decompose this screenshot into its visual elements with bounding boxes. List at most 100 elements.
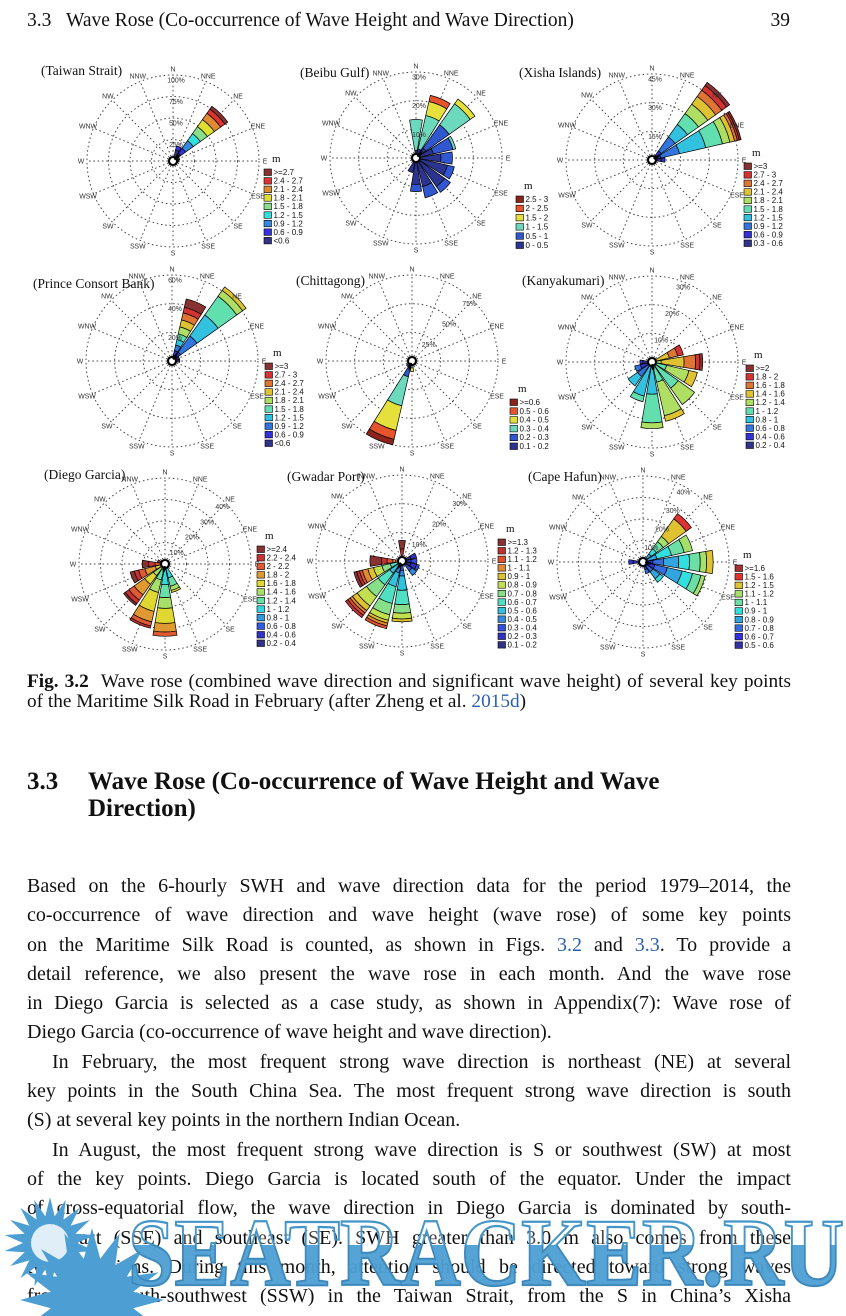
svg-text:SEATRACKER.RU: SEATRACKER.RU	[128, 1199, 844, 1306]
svg-text:<0.6: <0.6	[275, 439, 291, 448]
svg-text:>=2: >=2	[756, 364, 770, 373]
svg-text:0.3 - 0.4: 0.3 - 0.4	[520, 424, 550, 433]
svg-text:NE: NE	[472, 293, 482, 300]
svg-text:1.1 - 1.2: 1.1 - 1.2	[745, 590, 775, 599]
svg-text:1.2 - 1.4: 1.2 - 1.4	[267, 596, 297, 605]
svg-text:2.2 - 2.4: 2.2 - 2.4	[267, 554, 297, 563]
svg-text:10%: 10%	[170, 550, 184, 557]
svg-text:W: W	[548, 560, 555, 567]
svg-text:E: E	[262, 359, 267, 366]
svg-text:0.6 - 0.7: 0.6 - 0.7	[745, 632, 775, 641]
svg-text:WNW: WNW	[558, 324, 576, 331]
svg-text:NW: NW	[102, 93, 114, 100]
svg-text:2.1 - 2.4: 2.1 - 2.4	[274, 185, 304, 194]
svg-text:NW: NW	[331, 493, 343, 500]
svg-text:SEATRACKER.RU: SEATRACKER.RU	[128, 1199, 844, 1306]
svg-text:SSE: SSE	[201, 244, 215, 251]
svg-text:SE: SE	[712, 223, 722, 230]
svg-text:S: S	[400, 651, 405, 658]
svg-text:ENE: ENE	[494, 120, 509, 127]
svg-text:0 - 0.5: 0 - 0.5	[526, 241, 549, 250]
svg-text:m: m	[743, 549, 752, 561]
svg-text:SSW: SSW	[129, 444, 145, 451]
svg-text:S: S	[414, 248, 419, 255]
svg-text:0.2 - 0.4: 0.2 - 0.4	[267, 639, 297, 648]
svg-text:40%: 40%	[168, 306, 182, 313]
svg-text:NE: NE	[232, 293, 242, 300]
svg-text:SW: SW	[345, 221, 357, 228]
svg-text:WSW: WSW	[558, 395, 576, 402]
svg-text:W: W	[557, 360, 564, 367]
svg-text:0.3 - 0.6: 0.3 - 0.6	[754, 239, 784, 248]
svg-text:WSW: WSW	[308, 594, 326, 601]
svg-text:1.2 - 1.5: 1.2 - 1.5	[275, 413, 305, 422]
svg-text:W: W	[307, 559, 314, 566]
svg-text:10%: 10%	[412, 132, 426, 139]
svg-text:NW: NW	[572, 494, 584, 501]
svg-text:WSW: WSW	[79, 194, 97, 201]
svg-text:20%: 20%	[432, 522, 446, 529]
svg-text:25%: 25%	[422, 342, 436, 349]
svg-text:SSW: SSW	[609, 243, 625, 250]
svg-text:1.2 - 1.5: 1.2 - 1.5	[745, 581, 775, 590]
svg-text:0.9 - 1: 0.9 - 1	[745, 607, 768, 616]
svg-text:WSW: WSW	[322, 191, 340, 198]
svg-text:30%: 30%	[200, 519, 214, 526]
svg-text:0.5 - 0.6: 0.5 - 0.6	[508, 606, 538, 615]
svg-text:ENE: ENE	[730, 122, 745, 129]
svg-text:SSE: SSE	[680, 243, 694, 250]
svg-text:SSE: SSE	[680, 445, 694, 452]
svg-text:SE: SE	[472, 424, 482, 431]
svg-text:NNE: NNE	[200, 274, 215, 281]
svg-text:W: W	[78, 159, 85, 166]
svg-text:1.8 - 2.1: 1.8 - 2.1	[274, 194, 304, 203]
svg-text:(Taiwan Strait): (Taiwan Strait)	[41, 63, 122, 78]
svg-text:45%: 45%	[648, 77, 662, 84]
svg-text:WSW: WSW	[318, 394, 336, 401]
svg-text:SSW: SSW	[359, 644, 375, 651]
svg-text:>=1.3: >=1.3	[508, 538, 529, 547]
svg-text:20%: 20%	[185, 535, 199, 542]
svg-text:WSW: WSW	[78, 394, 96, 401]
svg-text:WSW: WSW	[549, 595, 567, 602]
svg-text:2.1 - 2.4: 2.1 - 2.4	[275, 388, 305, 397]
svg-text:1.8 - 2.1: 1.8 - 2.1	[275, 396, 305, 405]
svg-text:1.5 - 1.8: 1.5 - 1.8	[275, 405, 305, 414]
svg-text:W: W	[77, 359, 84, 366]
svg-text:SSW: SSW	[130, 244, 146, 251]
svg-text:S: S	[650, 452, 655, 459]
svg-text:(Kanyakumari): (Kanyakumari)	[522, 273, 604, 288]
svg-text:0.1 - 0.2: 0.1 - 0.2	[520, 442, 550, 451]
svg-text:0.7 - 0.8: 0.7 - 0.8	[745, 624, 775, 633]
svg-text:NNE: NNE	[430, 474, 445, 481]
svg-text:0.4 - 0.6: 0.4 - 0.6	[267, 631, 297, 640]
svg-text:SSW: SSW	[609, 445, 625, 452]
svg-text:1.5 - 2: 1.5 - 2	[526, 213, 549, 222]
svg-text:1.1 - 1.2: 1.1 - 1.2	[508, 555, 538, 564]
svg-text:ENE: ENE	[480, 523, 495, 530]
svg-text:SE: SE	[233, 224, 243, 231]
svg-text:NE: NE	[476, 90, 486, 97]
svg-text:W: W	[317, 359, 324, 366]
svg-text:<0.6: <0.6	[274, 236, 290, 245]
svg-text:1.5 - 1.8: 1.5 - 1.8	[274, 202, 304, 211]
svg-text:WNW: WNW	[558, 122, 576, 129]
svg-text:ESE: ESE	[490, 394, 504, 401]
svg-text:SW: SW	[102, 224, 114, 231]
svg-text:m: m	[524, 180, 533, 192]
svg-text:NNE: NNE	[444, 71, 459, 78]
svg-text:1.4 - 1.6: 1.4 - 1.6	[267, 588, 297, 597]
svg-text:>=3: >=3	[754, 162, 768, 171]
svg-text:SSE: SSE	[430, 644, 444, 651]
svg-text:0.5 - 1: 0.5 - 1	[526, 232, 549, 241]
svg-text:1.4 - 1.6: 1.4 - 1.6	[756, 390, 786, 399]
svg-text:NW: NW	[581, 92, 593, 99]
svg-text:WNW: WNW	[318, 323, 336, 330]
svg-text:NE: NE	[462, 493, 472, 500]
svg-text:ESE: ESE	[730, 395, 744, 402]
svg-text:NE: NE	[712, 92, 722, 99]
svg-text:m: m	[518, 383, 527, 395]
svg-text:0.2 - 0.4: 0.2 - 0.4	[756, 441, 786, 450]
svg-text:m: m	[754, 349, 763, 361]
svg-text:1.8 - 2.1: 1.8 - 2.1	[754, 196, 784, 205]
